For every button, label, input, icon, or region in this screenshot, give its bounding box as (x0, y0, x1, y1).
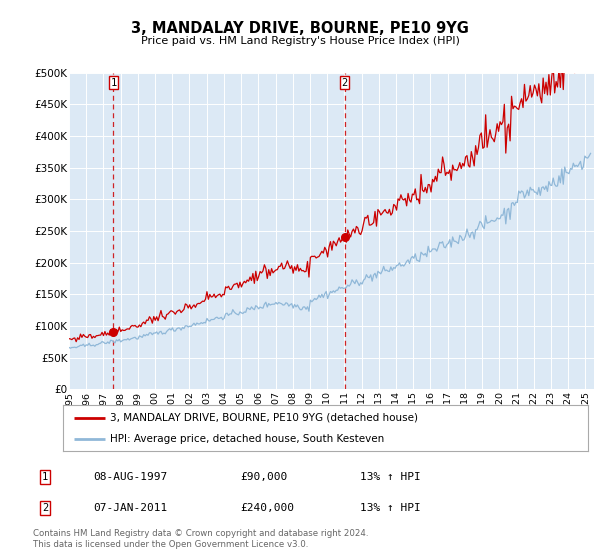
Text: £240,000: £240,000 (240, 503, 294, 513)
Text: Price paid vs. HM Land Registry's House Price Index (HPI): Price paid vs. HM Land Registry's House … (140, 36, 460, 46)
Text: 1: 1 (110, 77, 116, 87)
Text: Contains HM Land Registry data © Crown copyright and database right 2024.
This d: Contains HM Land Registry data © Crown c… (33, 529, 368, 549)
Text: 2: 2 (341, 77, 348, 87)
Text: 13% ↑ HPI: 13% ↑ HPI (360, 472, 421, 482)
Text: £90,000: £90,000 (240, 472, 287, 482)
Text: 07-JAN-2011: 07-JAN-2011 (93, 503, 167, 513)
Text: 2: 2 (42, 503, 48, 513)
Text: 3, MANDALAY DRIVE, BOURNE, PE10 9YG (detached house): 3, MANDALAY DRIVE, BOURNE, PE10 9YG (det… (110, 413, 418, 423)
Text: 1: 1 (42, 472, 48, 482)
Text: 08-AUG-1997: 08-AUG-1997 (93, 472, 167, 482)
Text: 3, MANDALAY DRIVE, BOURNE, PE10 9YG: 3, MANDALAY DRIVE, BOURNE, PE10 9YG (131, 21, 469, 36)
Text: HPI: Average price, detached house, South Kesteven: HPI: Average price, detached house, Sout… (110, 435, 385, 444)
Text: 13% ↑ HPI: 13% ↑ HPI (360, 503, 421, 513)
